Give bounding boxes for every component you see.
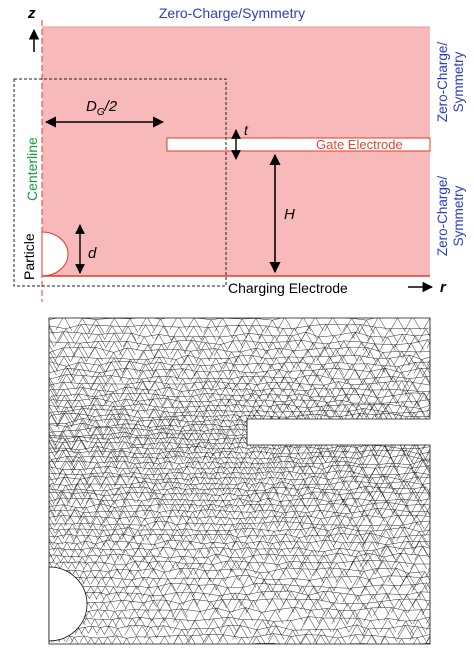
mesh-lines	[49, 318, 430, 644]
right-boundary-label-upper: Zero-Charge/ Symmetry	[435, 42, 466, 123]
gate-electrode-label: Gate Electrode	[316, 137, 403, 152]
centerline-label: Centerline	[24, 137, 40, 201]
h-dimension-label: H	[284, 206, 295, 223]
charging-electrode-label: Charging Electrode	[228, 280, 348, 296]
mesh-panel	[48, 317, 431, 645]
svg-text:Zero-Charge/: Zero-Charge/	[435, 176, 450, 257]
top-boundary-label: Zero-Charge/Symmetry	[159, 5, 305, 21]
z-axis-label: z	[27, 5, 36, 22]
svg-text:Symmetry: Symmetry	[451, 185, 466, 246]
t-dimension-label: t	[244, 122, 249, 138]
mesh-particle-hole	[48, 566, 88, 642]
d-dimension-label: d	[88, 245, 97, 262]
top-panel: z r Zero-Charge/Symmetry Zero-Charge/ Sy…	[13, 5, 466, 302]
svg-text:Symmetry: Symmetry	[451, 51, 466, 112]
particle-label: Particle	[21, 233, 37, 280]
particle-shape	[41, 231, 69, 277]
mesh-boundary	[48, 317, 431, 645]
dg-dimension-label: DG/2	[86, 98, 118, 118]
zoom-region-box	[13, 78, 227, 287]
right-boundary-label-lower: Zero-Charge/ Symmetry	[435, 176, 466, 257]
svg-text:Zero-Charge/: Zero-Charge/	[435, 42, 450, 123]
r-axis-label: r	[440, 279, 447, 296]
